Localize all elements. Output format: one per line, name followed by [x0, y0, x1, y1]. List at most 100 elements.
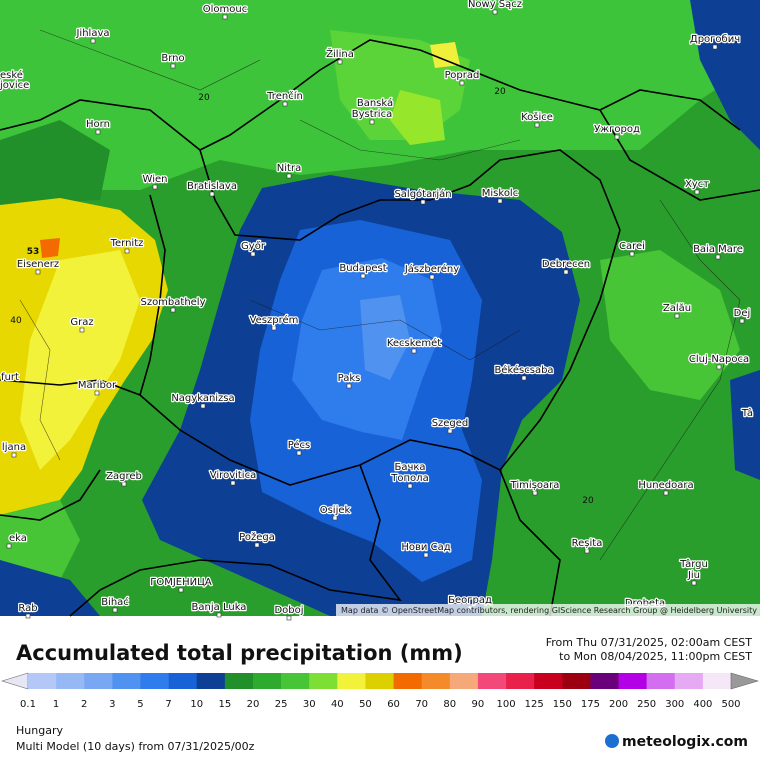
city-dot [209, 191, 215, 197]
city-dot [152, 184, 158, 190]
city-dot [337, 59, 343, 65]
colorbar-tick-label: 20 [247, 699, 260, 710]
date-from: From Thu 07/31/2025, 02:00am CEST [546, 636, 753, 649]
city-label: Pécs [288, 439, 311, 451]
contour-label: 20 [198, 93, 210, 103]
colorbar-swatch [281, 673, 310, 689]
city-label: Szombathely [140, 297, 205, 308]
city-dot [94, 390, 100, 396]
city-dot [563, 269, 569, 275]
city-dot [532, 490, 538, 496]
city-label: Cluj-Napoca [689, 354, 749, 365]
city-dot [230, 480, 236, 486]
city-label: Rab [18, 603, 37, 614]
city-label: Ужгород [594, 124, 640, 135]
city-labels: Olomouc Nowy Sącz Дрогобич Jihlava eskéjovic… [0, 0, 754, 621]
colorbar-tick-label: 1 [53, 699, 59, 710]
brand-logo: meteologix.com [605, 734, 748, 750]
contour-labels: 20 20 20 40 53 [10, 87, 594, 506]
border [139, 229, 621, 486]
city-dot [271, 325, 277, 331]
city-dot [250, 251, 256, 257]
colorbar-tick-label: 30 [303, 699, 316, 710]
city-label: Zagreb [106, 471, 142, 482]
colorbar-swatch [84, 673, 113, 689]
colorbar-swatch [56, 673, 85, 689]
city-label: Nowy Sącz [468, 0, 522, 10]
city-dot [254, 542, 260, 548]
city-label: ljana [2, 442, 26, 453]
precip-area [430, 42, 460, 68]
city-dot [497, 198, 503, 204]
colorbar-swatch [112, 673, 141, 689]
colorbar-tick-label: 3 [109, 699, 115, 710]
city-label: ГОМЈЕНИЦА [150, 577, 212, 588]
city-dot [332, 515, 338, 521]
city-label: Poprad [445, 70, 480, 81]
precip-area [390, 90, 445, 145]
colorbar-tick-label: 7 [165, 699, 171, 710]
colorbar-swatch [224, 673, 254, 689]
city-dot [694, 189, 700, 195]
city-label: Београд [448, 595, 492, 606]
map: Olomouc Nowy Sącz Дрогобич Jihlava eskéjovic… [0, 0, 760, 621]
city-dot [121, 481, 127, 487]
attribution: Map data © OpenStreetMap contributors, r… [341, 606, 757, 615]
colorbar-swatch [477, 673, 507, 689]
colorbar-swatch [562, 673, 591, 689]
city-dot [296, 450, 302, 456]
city-label: Košice [521, 111, 553, 123]
city-dot [170, 307, 176, 313]
title: Accumulated total precipitation (mm) [16, 641, 463, 665]
colorbar-swatch [365, 673, 394, 689]
city-dot [739, 318, 745, 324]
city-dot [629, 251, 635, 257]
city-dot [614, 134, 620, 140]
precip-area [360, 295, 410, 380]
logo-icon [605, 734, 619, 748]
city-label: Jászberény [404, 263, 459, 275]
city-label: Brno [161, 53, 184, 64]
border [299, 119, 521, 161]
city-label: Bystrica [352, 109, 392, 120]
model-info: Multi Model (10 days) from 07/31/2025/00… [16, 740, 255, 753]
precip-area [0, 120, 110, 205]
city-dot [25, 613, 31, 619]
colorbar-tick-label: 60 [387, 699, 400, 710]
city-label: Győr [241, 240, 266, 252]
borders [0, 39, 760, 617]
city-label: Tâ [741, 407, 753, 419]
city-dot [360, 273, 366, 279]
city-label: furt [1, 372, 19, 383]
city-dot [447, 428, 453, 434]
city-dot [200, 403, 206, 409]
city-dot [691, 580, 697, 586]
city-label: Banská [357, 97, 393, 109]
colorbar-swatch [140, 673, 169, 689]
colorbar-swatch [702, 673, 732, 689]
colorbar: 0.1 1 2 3 5 7 10 15 20 25 30 40 50 60 70 80 90 100 125 150 1… [0, 672, 760, 710]
border [599, 199, 741, 561]
precip-area [0, 560, 100, 616]
border [249, 299, 521, 361]
city-dot [407, 483, 413, 489]
colorbar-tick-label: 40 [331, 699, 344, 710]
city-label: Jihlava [75, 28, 109, 39]
colorbar-swatch [590, 673, 619, 689]
brand: meteologix.com [622, 734, 748, 750]
city-dot [216, 612, 222, 618]
date-to: to Mon 08/04/2025, 11:00pm CEST [559, 650, 752, 663]
colorbar-swatch [646, 673, 676, 689]
colorbar-swatch [337, 673, 366, 689]
city-label: Nagykanizsa [171, 393, 234, 404]
city-dot [584, 548, 590, 554]
city-label: Požega [239, 531, 275, 543]
city-label: Carei [619, 241, 645, 252]
colorbar-tick-label: 0.1 [20, 699, 36, 710]
city-label: Wien [143, 174, 168, 185]
city-dot [6, 543, 12, 549]
city-dot [534, 122, 540, 128]
colorbar-swatch [506, 673, 535, 689]
city-label: Maribor [78, 380, 117, 391]
colorbar-swatch [28, 673, 57, 689]
